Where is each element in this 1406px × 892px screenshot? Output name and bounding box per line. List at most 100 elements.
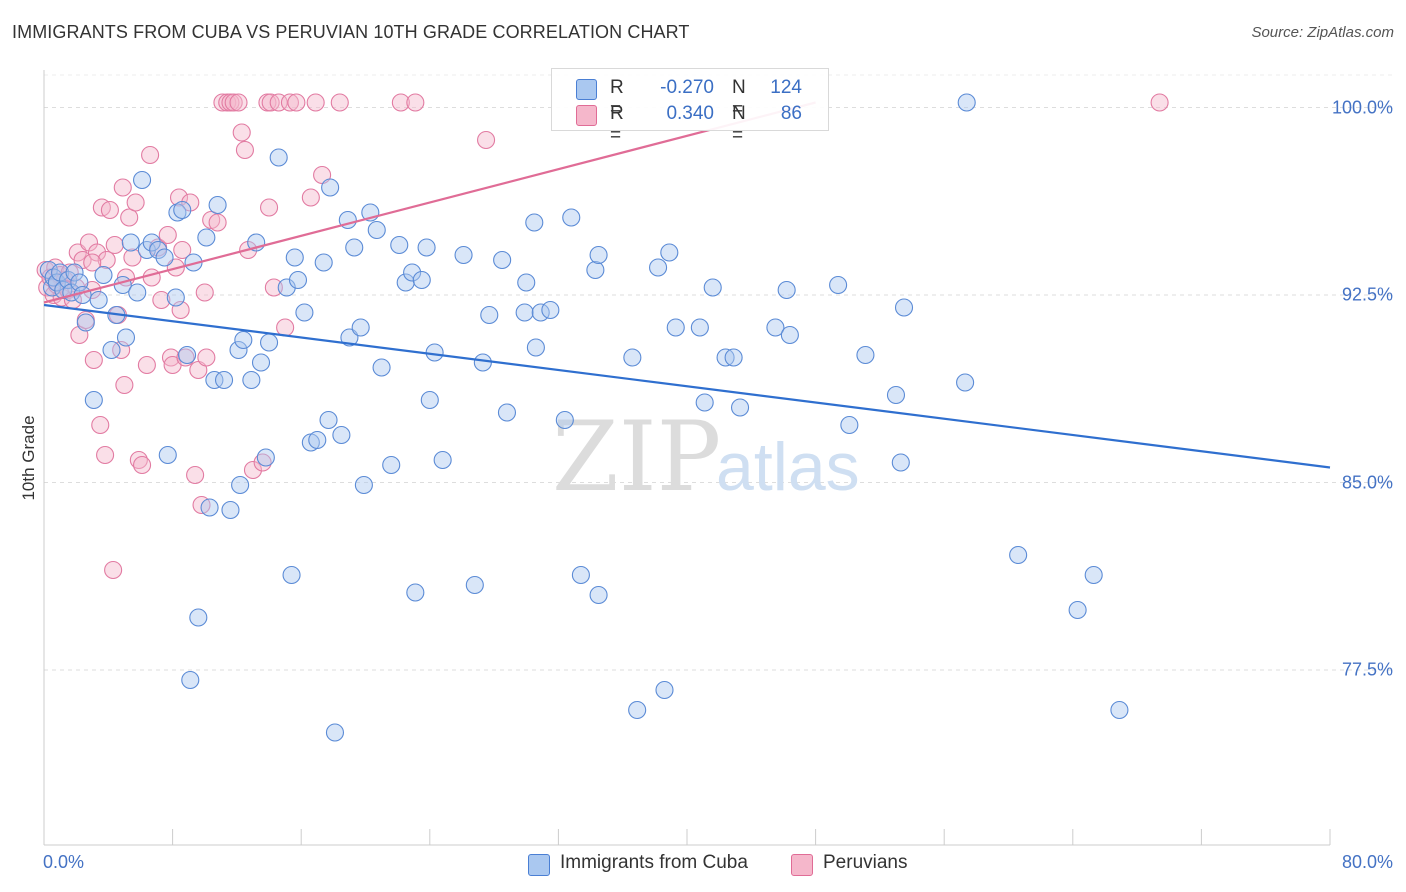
cuba-point bbox=[1068, 600, 1087, 620]
cuba-point bbox=[340, 328, 359, 347]
cuba-point bbox=[142, 233, 161, 252]
cuba-point bbox=[1084, 565, 1103, 585]
cuba-point bbox=[214, 370, 234, 390]
cuba-point bbox=[894, 298, 914, 317]
source-label: Source: ZipAtlas.com bbox=[1251, 24, 1394, 41]
peruvian-point bbox=[60, 263, 79, 282]
peruvian-point bbox=[1150, 93, 1169, 112]
cuba-point bbox=[957, 93, 976, 112]
cuba-point bbox=[840, 415, 859, 435]
cuba-point bbox=[571, 565, 590, 585]
cuba-point bbox=[149, 240, 168, 260]
cuba-point bbox=[229, 340, 248, 360]
y-tick-label: 85.0% bbox=[1341, 472, 1393, 492]
peruvian-point bbox=[232, 123, 251, 142]
peruvian-point bbox=[83, 253, 102, 272]
cuba-point bbox=[94, 265, 113, 285]
cuba-point bbox=[433, 450, 452, 470]
cuba-point bbox=[473, 353, 492, 372]
cuba-point bbox=[367, 220, 386, 240]
gridlines bbox=[44, 74, 1392, 671]
cuba-point bbox=[259, 333, 279, 352]
cuba-point bbox=[256, 448, 275, 467]
cuba-point bbox=[515, 303, 534, 322]
r-label: R = bbox=[610, 103, 624, 146]
cuba-point bbox=[655, 680, 674, 700]
cuba-point bbox=[121, 233, 140, 252]
n-label: N = bbox=[732, 103, 746, 146]
cuba-swatch bbox=[528, 854, 550, 876]
peruvians-trend-line bbox=[43, 101, 816, 304]
cuba-points bbox=[39, 93, 1129, 742]
peruvian-point bbox=[259, 198, 279, 217]
cuba-point bbox=[173, 200, 192, 220]
cuba-point bbox=[65, 263, 84, 282]
cuba-point bbox=[155, 248, 174, 267]
peruvian-point bbox=[120, 208, 139, 227]
cuba-point bbox=[89, 290, 108, 310]
cuba-point bbox=[308, 430, 327, 450]
cuba-point bbox=[724, 348, 743, 367]
stats-legend: R = -0.270 N = 124 R = 0.340 N = 86 bbox=[551, 68, 829, 146]
x-tick-label-min: 0.0% bbox=[43, 852, 85, 872]
cuba-point bbox=[886, 385, 906, 405]
cuba-point bbox=[628, 700, 647, 720]
cuba-point bbox=[116, 328, 136, 347]
peruvian-point bbox=[173, 240, 192, 260]
cuba-point bbox=[269, 148, 288, 167]
r-value: 0.340 bbox=[666, 103, 714, 124]
cuba-point bbox=[208, 195, 227, 215]
cuba-point bbox=[541, 300, 560, 320]
cuba-point bbox=[703, 278, 722, 297]
peruvian-point bbox=[115, 375, 134, 395]
legend-label: Immigrants from Cuba bbox=[560, 852, 748, 873]
cuba-point bbox=[321, 178, 340, 197]
r-label: R = bbox=[610, 77, 624, 120]
watermark-atlas: atlas bbox=[716, 429, 860, 505]
peruvian-point bbox=[84, 350, 103, 370]
peruvian-point bbox=[477, 130, 496, 150]
peruvian-point bbox=[152, 290, 171, 310]
peruvian-point bbox=[97, 250, 116, 270]
peruvian-point bbox=[306, 93, 325, 112]
cuba-point bbox=[403, 263, 422, 282]
cuba-point bbox=[351, 318, 370, 337]
cuba-point bbox=[526, 338, 545, 357]
cuba-point bbox=[200, 498, 219, 517]
cuba-point bbox=[372, 358, 391, 377]
cuba-point bbox=[102, 340, 121, 360]
y-tick-label: 92.5% bbox=[1341, 284, 1393, 305]
cuba-swatch bbox=[576, 79, 597, 100]
cuba-point bbox=[780, 325, 799, 345]
cuba-point bbox=[325, 723, 345, 742]
cuba-point bbox=[562, 208, 581, 227]
legend-label: Peruvians bbox=[823, 852, 908, 873]
cuba-point bbox=[234, 330, 253, 350]
cuba-point bbox=[417, 238, 436, 257]
cuba-point bbox=[589, 245, 608, 265]
peruvian-point bbox=[330, 93, 349, 112]
peruvian-point bbox=[104, 560, 123, 580]
cuba-point bbox=[497, 403, 517, 422]
peruvian-point bbox=[113, 178, 132, 197]
peruvian-point bbox=[123, 248, 142, 267]
peruvian-point bbox=[301, 188, 320, 207]
cuba-point bbox=[730, 398, 750, 417]
cuba-point bbox=[332, 425, 351, 445]
cuba-point bbox=[319, 410, 338, 430]
peruvian-point bbox=[391, 93, 410, 112]
peruvian-point bbox=[100, 200, 119, 220]
y-tick-label: 77.5% bbox=[1341, 659, 1393, 680]
peruvian-point bbox=[129, 450, 148, 470]
peruvian-point bbox=[195, 283, 214, 302]
cuba-point bbox=[555, 410, 574, 430]
peruvians-swatch bbox=[791, 854, 813, 876]
peruvian-point bbox=[105, 235, 124, 255]
peruvian-point bbox=[133, 455, 152, 475]
peruvian-point bbox=[280, 93, 299, 112]
cuba-point bbox=[345, 238, 364, 257]
cuba-point bbox=[666, 318, 685, 337]
peruvian-point bbox=[406, 93, 425, 112]
cuba-point bbox=[84, 390, 103, 410]
